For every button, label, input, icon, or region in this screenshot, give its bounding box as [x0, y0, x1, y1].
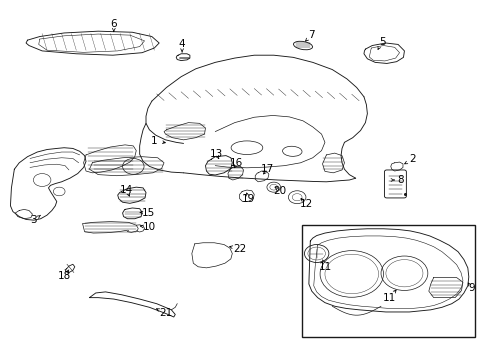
FancyBboxPatch shape — [384, 170, 406, 198]
Text: 14: 14 — [120, 185, 133, 195]
Bar — [302, 225, 474, 337]
Text: 3: 3 — [30, 215, 37, 225]
Text: 13: 13 — [209, 149, 223, 159]
Text: 7: 7 — [308, 30, 314, 40]
Text: 11: 11 — [383, 293, 396, 303]
Text: 21: 21 — [159, 309, 172, 318]
Text: 2: 2 — [408, 154, 415, 164]
Ellipse shape — [231, 141, 262, 154]
Text: 22: 22 — [232, 244, 246, 254]
Text: 10: 10 — [142, 222, 156, 232]
Ellipse shape — [293, 41, 312, 50]
Text: 1: 1 — [151, 136, 157, 145]
Text: 4: 4 — [179, 40, 185, 49]
Text: 5: 5 — [378, 37, 385, 46]
Text: 11: 11 — [318, 262, 331, 272]
Ellipse shape — [282, 146, 302, 156]
Text: 17: 17 — [261, 163, 274, 174]
Text: 18: 18 — [58, 271, 71, 281]
Text: 12: 12 — [300, 199, 313, 210]
Text: 20: 20 — [272, 186, 285, 196]
Text: 16: 16 — [229, 158, 243, 168]
Text: 19: 19 — [241, 194, 255, 204]
Text: 6: 6 — [110, 19, 117, 29]
Text: 8: 8 — [396, 175, 403, 185]
Text: 15: 15 — [141, 208, 154, 218]
Text: 9: 9 — [467, 283, 473, 293]
